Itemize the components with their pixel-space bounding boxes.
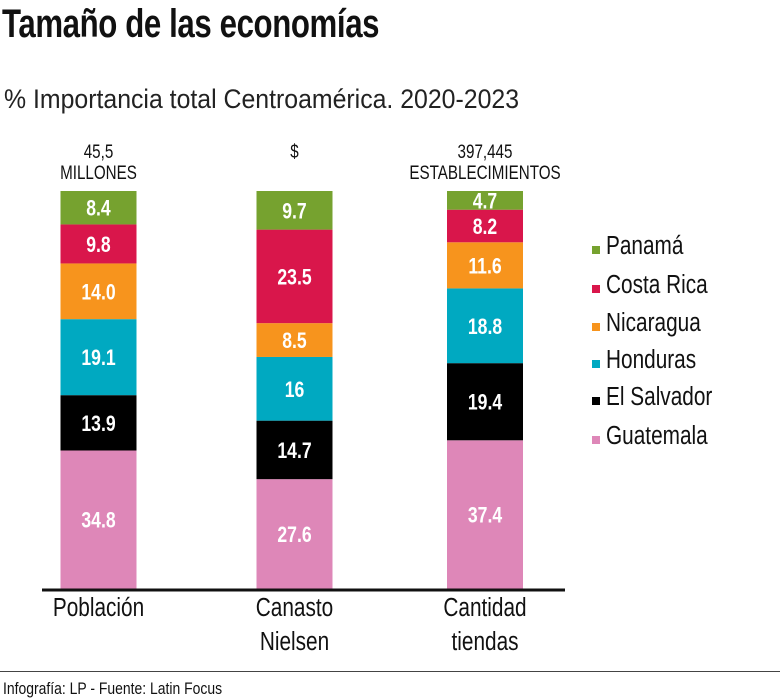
data-label: 16 [285, 378, 305, 402]
chart-subtitle: % Importancia total Centroamérica. 2020-… [4, 84, 520, 114]
data-label: 13.9 [81, 412, 115, 436]
top-label: MILLONES [60, 161, 137, 183]
source-credit: Infografía: LP - Fuente: Latin Focus [3, 679, 223, 698]
category-label: Canasto [256, 593, 333, 622]
legend-label: Panamá [606, 231, 684, 260]
data-label: 18.8 [468, 315, 502, 339]
top-label: 45,5 [84, 140, 114, 162]
bar-segment [60, 450, 137, 589]
bar-segment [256, 420, 333, 480]
legend-label: Honduras [606, 345, 696, 374]
legend-label: Costa Rica [606, 270, 708, 299]
bar-segment [447, 288, 523, 364]
data-label: 8.2 [473, 215, 497, 239]
bar-segment [447, 191, 523, 210]
bar-segment [447, 440, 523, 589]
data-label: 14.0 [81, 281, 115, 305]
data-label: 9.7 [282, 200, 306, 224]
category-label: Nielsen [260, 627, 329, 656]
legend-label: Nicaragua [606, 308, 702, 337]
data-label: 19.4 [468, 391, 502, 415]
data-label: 8.5 [282, 329, 306, 353]
footer-divider [0, 671, 780, 672]
category-label: tiendas [451, 627, 518, 656]
data-label: 8.4 [86, 197, 110, 221]
data-label: 14.7 [277, 439, 311, 463]
data-label: 11.6 [468, 255, 501, 279]
legend-swatch [592, 436, 600, 444]
legend-swatch [592, 397, 600, 405]
data-label: 34.8 [81, 509, 115, 533]
chart-title: Tamaño de las economías [2, 2, 380, 46]
legend-swatch [592, 323, 600, 331]
bar-segment [60, 319, 137, 396]
bar-segment [60, 395, 137, 451]
bar-segment [447, 363, 523, 441]
category-label: Población [53, 593, 144, 622]
bar-segment [256, 229, 333, 324]
legend-swatch [592, 360, 600, 368]
bar-segment [447, 209, 523, 243]
bar-segment [60, 224, 137, 264]
legend-label: El Salvador [606, 382, 712, 411]
legend-label: Guatemala [606, 421, 708, 450]
data-label: 4.7 [473, 190, 497, 214]
bar-segment [256, 479, 333, 589]
legend-swatch [592, 285, 600, 293]
legend-swatch [592, 246, 600, 254]
bar-segment [60, 263, 137, 320]
data-label: 19.1 [81, 346, 115, 370]
top-label: ESTABLECIMIENTOS [409, 161, 560, 183]
bar-segment [60, 191, 137, 225]
bar-segment [447, 242, 523, 289]
category-label: Cantidad [443, 593, 526, 622]
data-label: 37.4 [468, 504, 502, 528]
top-label: 397,445 [458, 140, 513, 162]
data-label: 9.8 [86, 233, 110, 257]
data-label: 23.5 [277, 266, 311, 290]
bar-segment [256, 356, 333, 421]
data-label: 27.6 [277, 523, 311, 547]
top-label: $ [290, 140, 299, 162]
bar-segment [256, 323, 333, 357]
bar-segment [256, 191, 333, 230]
